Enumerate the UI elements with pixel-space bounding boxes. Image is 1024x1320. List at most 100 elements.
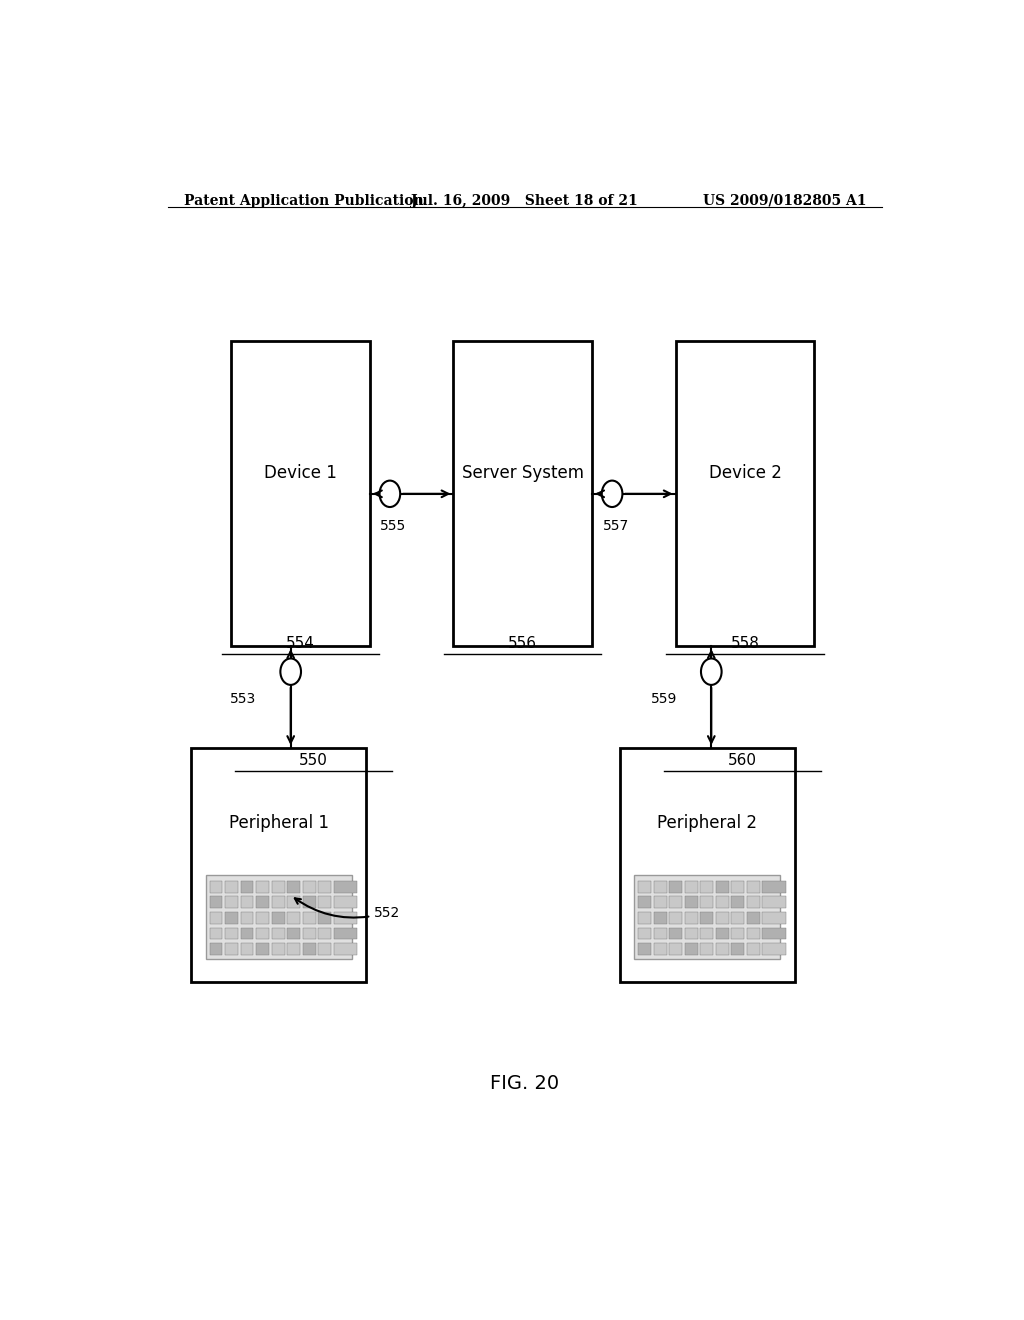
FancyBboxPatch shape (288, 928, 300, 940)
FancyBboxPatch shape (653, 944, 667, 956)
FancyBboxPatch shape (638, 944, 651, 956)
FancyBboxPatch shape (700, 880, 713, 892)
FancyBboxPatch shape (700, 896, 713, 908)
FancyBboxPatch shape (241, 880, 254, 892)
FancyBboxPatch shape (670, 928, 682, 940)
Text: Jul. 16, 2009   Sheet 18 of 21: Jul. 16, 2009 Sheet 18 of 21 (412, 194, 638, 209)
FancyBboxPatch shape (746, 912, 760, 924)
FancyBboxPatch shape (271, 944, 285, 956)
FancyBboxPatch shape (716, 928, 729, 940)
Text: 554: 554 (286, 636, 315, 651)
FancyBboxPatch shape (638, 912, 651, 924)
FancyBboxPatch shape (210, 896, 222, 908)
FancyBboxPatch shape (716, 912, 729, 924)
FancyBboxPatch shape (191, 748, 367, 982)
FancyBboxPatch shape (685, 912, 697, 924)
FancyBboxPatch shape (303, 928, 315, 940)
FancyBboxPatch shape (334, 880, 357, 892)
Text: Device 1: Device 1 (264, 465, 337, 483)
FancyBboxPatch shape (700, 944, 713, 956)
FancyBboxPatch shape (685, 944, 697, 956)
FancyBboxPatch shape (638, 896, 651, 908)
FancyBboxPatch shape (256, 880, 269, 892)
FancyBboxPatch shape (225, 912, 238, 924)
FancyBboxPatch shape (731, 944, 744, 956)
FancyBboxPatch shape (288, 912, 300, 924)
Text: 559: 559 (651, 692, 677, 706)
FancyBboxPatch shape (670, 944, 682, 956)
Circle shape (281, 659, 301, 685)
FancyBboxPatch shape (653, 880, 667, 892)
FancyBboxPatch shape (206, 875, 352, 960)
FancyBboxPatch shape (288, 880, 300, 892)
FancyBboxPatch shape (288, 944, 300, 956)
FancyBboxPatch shape (638, 880, 651, 892)
FancyBboxPatch shape (334, 912, 357, 924)
FancyBboxPatch shape (271, 928, 285, 940)
FancyBboxPatch shape (288, 896, 300, 908)
FancyBboxPatch shape (318, 944, 331, 956)
FancyBboxPatch shape (634, 875, 780, 960)
Text: 558: 558 (730, 636, 760, 651)
Circle shape (380, 480, 400, 507)
Circle shape (701, 659, 722, 685)
FancyBboxPatch shape (241, 944, 254, 956)
Text: Server System: Server System (462, 465, 584, 483)
FancyBboxPatch shape (670, 912, 682, 924)
FancyBboxPatch shape (454, 342, 592, 647)
FancyBboxPatch shape (241, 928, 254, 940)
FancyBboxPatch shape (334, 944, 357, 956)
Text: Peripheral 2: Peripheral 2 (657, 813, 758, 832)
FancyBboxPatch shape (731, 880, 744, 892)
FancyBboxPatch shape (210, 912, 222, 924)
FancyBboxPatch shape (271, 880, 285, 892)
Text: FIG. 20: FIG. 20 (490, 1074, 559, 1093)
FancyBboxPatch shape (700, 928, 713, 940)
FancyBboxPatch shape (763, 944, 785, 956)
FancyBboxPatch shape (210, 880, 222, 892)
FancyBboxPatch shape (700, 912, 713, 924)
FancyBboxPatch shape (318, 896, 331, 908)
FancyBboxPatch shape (256, 912, 269, 924)
FancyBboxPatch shape (303, 944, 315, 956)
FancyBboxPatch shape (653, 912, 667, 924)
Text: Patent Application Publication: Patent Application Publication (183, 194, 423, 209)
FancyBboxPatch shape (685, 928, 697, 940)
FancyBboxPatch shape (670, 896, 682, 908)
FancyBboxPatch shape (225, 880, 238, 892)
FancyBboxPatch shape (746, 944, 760, 956)
FancyBboxPatch shape (685, 896, 697, 908)
FancyBboxPatch shape (716, 896, 729, 908)
FancyBboxPatch shape (731, 928, 744, 940)
Text: Peripheral 1: Peripheral 1 (228, 813, 329, 832)
FancyBboxPatch shape (763, 880, 785, 892)
Text: 555: 555 (380, 519, 407, 533)
FancyBboxPatch shape (763, 912, 785, 924)
FancyBboxPatch shape (256, 896, 269, 908)
Text: 556: 556 (508, 636, 538, 651)
FancyBboxPatch shape (318, 912, 331, 924)
Text: US 2009/0182805 A1: US 2009/0182805 A1 (702, 194, 866, 209)
FancyBboxPatch shape (763, 928, 785, 940)
FancyBboxPatch shape (653, 928, 667, 940)
FancyBboxPatch shape (763, 896, 785, 908)
FancyBboxPatch shape (303, 896, 315, 908)
FancyBboxPatch shape (746, 880, 760, 892)
FancyBboxPatch shape (746, 928, 760, 940)
FancyBboxPatch shape (225, 944, 238, 956)
FancyBboxPatch shape (653, 896, 667, 908)
FancyBboxPatch shape (731, 896, 744, 908)
Text: 553: 553 (230, 692, 257, 706)
FancyBboxPatch shape (210, 928, 222, 940)
FancyBboxPatch shape (334, 896, 357, 908)
FancyBboxPatch shape (685, 880, 697, 892)
Circle shape (602, 480, 623, 507)
FancyBboxPatch shape (210, 944, 222, 956)
FancyBboxPatch shape (256, 944, 269, 956)
Text: 557: 557 (602, 519, 629, 533)
Text: 552: 552 (295, 899, 400, 920)
FancyBboxPatch shape (225, 896, 238, 908)
FancyBboxPatch shape (716, 944, 729, 956)
FancyBboxPatch shape (638, 928, 651, 940)
FancyBboxPatch shape (271, 896, 285, 908)
